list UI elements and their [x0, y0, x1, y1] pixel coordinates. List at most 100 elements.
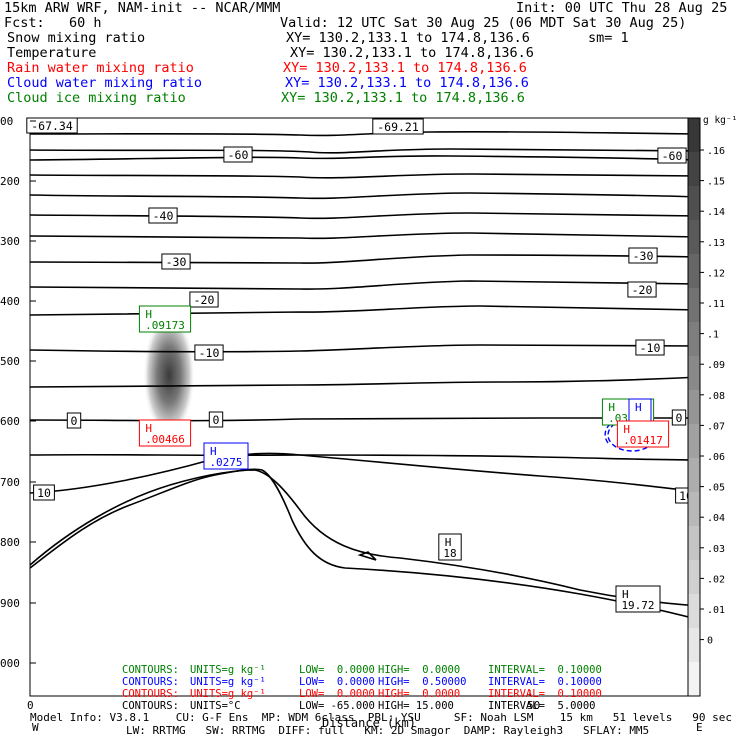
isotherm-line — [357, 551, 377, 561]
isotherm-line — [29, 254, 701, 264]
isotherm-label-text: -30 — [633, 249, 654, 263]
colorbar-swatch — [688, 254, 700, 289]
extremum-value: .09173 — [145, 319, 185, 332]
isotherm-line — [29, 305, 701, 316]
isotherm-line — [29, 232, 701, 240]
isotherm-label: -10 — [635, 339, 665, 356]
colorbar-tick-label: .14 — [707, 207, 725, 218]
isotherm-label-text: 0 — [213, 413, 220, 427]
contour-spec-high: HIGH= 0.0000 — [378, 688, 461, 700]
isotherm-label-text: -10 — [640, 341, 661, 355]
isotherm-line — [29, 417, 700, 422]
model-title: 15km ARW WRF, NAM-init -- NCAR/MMM — [4, 0, 281, 16]
isotherm-label: 0 — [66, 412, 82, 429]
colorbar-tick-label: .1 — [707, 330, 719, 341]
isotherm-line — [29, 344, 701, 353]
isotherm-label: 0 — [208, 411, 224, 428]
field-xy-rain: XY= 130.2,133.1 to 174.8,136.6 — [283, 60, 527, 76]
contour-spec-interval: INTERVAL= 0.10000 — [488, 688, 602, 700]
y-tick-label: 500 — [0, 355, 20, 368]
isotherm-line — [29, 452, 701, 494]
init-time: Init: 00 UTC Thu 28 Aug 25 — [516, 0, 728, 16]
extremum-box: H18 — [438, 533, 462, 561]
contour-spec-units: UNITS=g kg⁻¹ — [190, 676, 266, 688]
corner-value-label-text: -67.34 — [31, 119, 73, 133]
field-name-temperature: Temperature — [7, 45, 97, 61]
field-xy-temperature: XY= 130.2,133.1 to 174.8,136.6 — [290, 45, 534, 61]
contour-spec-low: LOW= 0.0000 — [299, 676, 375, 688]
isotherm-line — [29, 469, 701, 607]
y-axis-ticks: 00 200 300 400 500 600 700 800 900 000 — [0, 115, 36, 670]
colorbar-swatch — [688, 424, 700, 459]
colorbar-tick-label: .11 — [707, 299, 725, 310]
y-tick-label: 700 — [0, 476, 20, 489]
isotherm-label: -60 — [657, 147, 687, 164]
y-tick-label: 900 — [0, 597, 20, 610]
contour-spec-label: CONTOURS: — [122, 688, 179, 700]
colorbar-tick-label: .02 — [707, 574, 725, 585]
isotherm-label-text: -30 — [166, 255, 187, 269]
field-name-snow: Snow mixing ratio — [7, 30, 146, 46]
extremum-value: .00466 — [145, 433, 185, 446]
field-name-cloud-ice: Cloud ice mixing ratio — [7, 90, 186, 106]
y-tick-label: 400 — [0, 295, 20, 308]
colorbar-swatch — [688, 526, 700, 561]
field-xy-cloud-water: XY= 130.2,133.1 to 174.8,136.6 — [285, 75, 529, 91]
extremum-h: H — [635, 401, 642, 414]
colorbar: g kg⁻¹ .16 .15 .14 .13 .12 .11 .1 .09 .08 .07 .06 .0… — [687, 115, 737, 697]
extremum-h: H — [210, 445, 217, 458]
colorbar-tick-label: 0 — [707, 636, 713, 647]
extremum-box: H.01417 — [616, 420, 670, 448]
colorbar-frame — [687, 117, 701, 697]
corner-value-label-text: -69.21 — [377, 120, 419, 134]
y-tick-label: 300 — [0, 235, 20, 248]
colorbar-swatch — [688, 288, 700, 323]
contour-spec-label: CONTOURS: — [122, 700, 179, 712]
contour-spec-interval: INTERVAL= 0.10000 — [488, 676, 602, 688]
model-info-line-1: Model Info: V3.8.1 CU: G-F Ens MP: WDM 6… — [30, 711, 732, 724]
isotherm-label: 10 — [33, 484, 55, 501]
contour-spec-low: LOW= 0.0000 — [299, 688, 375, 700]
colorbar-swatch — [688, 390, 700, 425]
isotherm-label-text: 0 — [71, 414, 78, 428]
colorbar-swatch — [688, 662, 700, 697]
cloud-ice-shading — [143, 313, 195, 437]
isotherm-label-text: -20 — [632, 283, 653, 297]
x-tick-label: 0 — [27, 699, 34, 712]
field-name-rain: Rain water mixing ratio — [7, 60, 194, 76]
colorbar-swatch — [688, 186, 700, 221]
contour-spec-units: UNITS=°C — [190, 700, 241, 712]
isotherm-label-text: 0 — [676, 411, 683, 425]
contour-spec-interval: INTERVAL= 5.0000 — [488, 700, 596, 712]
y-tick-label: 200 — [0, 175, 20, 188]
corner-e-label: E — [696, 721, 703, 734]
extremum-box: H19.72 — [615, 585, 661, 613]
isotherm-label-text: -10 — [199, 346, 220, 360]
colorbar-tick-label: .16 — [707, 146, 725, 157]
colorbar-tick-label: .06 — [707, 452, 725, 463]
x-axis-ticks: 0 50 — [27, 690, 540, 712]
isotherm-line — [29, 148, 701, 154]
corner-w-label: W — [32, 721, 39, 734]
isotherm-label: -20 — [627, 281, 657, 298]
colorbar-tick-label: .12 — [707, 268, 725, 279]
colorbar-swatch — [688, 594, 700, 629]
y-tick-label: 600 — [0, 415, 20, 428]
isotherm-line — [29, 212, 701, 220]
extremum-h: H — [145, 308, 152, 321]
extremum-value: 18 — [443, 547, 456, 560]
contour-spec-high: HIGH= 15.000 — [378, 700, 454, 712]
isotherm-label: -30 — [628, 247, 658, 264]
isotherm-label-text: -60 — [662, 149, 683, 163]
colorbar-tick-label: .04 — [707, 513, 725, 524]
isotherm-lines — [29, 130, 701, 607]
extremum-value: .0275 — [209, 456, 242, 469]
colorbar-swatch — [688, 152, 700, 187]
isotherm-label: -30 — [161, 253, 191, 270]
extremum-box: H.09173 — [138, 305, 192, 333]
contour-spec-high: HIGH= 0.50000 — [378, 676, 467, 688]
colorbar-swatch — [688, 220, 700, 255]
field-xy-snow: XY= 130.2,133.1 to 174.8,136.6 — [286, 30, 530, 46]
contour-spec-label: CONTOURS: — [122, 664, 179, 676]
